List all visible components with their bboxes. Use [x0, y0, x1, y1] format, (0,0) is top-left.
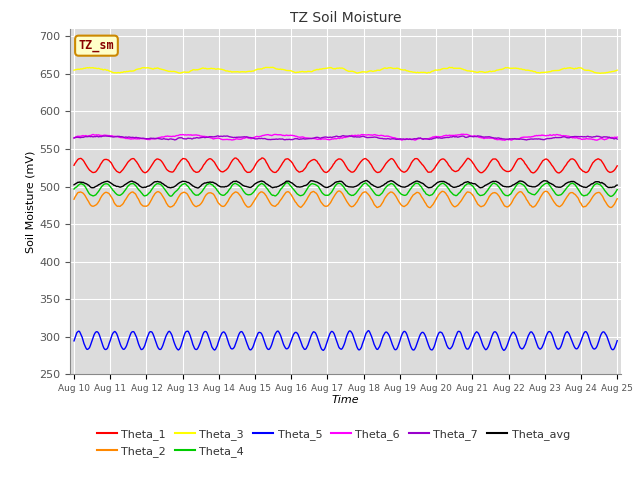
Theta_2	[435, 192, 442, 198]
Theta_5	[434, 333, 442, 338]
Theta_1	[317, 164, 324, 170]
Theta_avg	[166, 185, 174, 191]
Theta_1	[480, 168, 488, 174]
Line: Theta_3: Theta_3	[74, 67, 617, 73]
Theta_avg	[613, 182, 621, 188]
Theta_4	[391, 184, 399, 190]
Theta_2	[613, 196, 621, 202]
Theta_5	[365, 328, 372, 334]
Theta_7	[613, 136, 621, 142]
Theta_2	[426, 204, 433, 210]
Theta_avg	[193, 185, 201, 191]
Theta_5	[500, 348, 508, 353]
Theta_1	[210, 158, 218, 164]
Theta_6	[70, 135, 78, 141]
Theta_avg	[70, 182, 78, 188]
Theta_avg	[211, 180, 218, 186]
Theta_5	[316, 342, 324, 348]
Theta_7	[166, 136, 174, 142]
Theta_5	[166, 329, 174, 335]
Line: Theta_6: Theta_6	[74, 134, 617, 140]
Theta_4	[613, 187, 621, 192]
Theta_6	[390, 135, 398, 141]
Theta_avg	[392, 181, 400, 187]
Theta_6	[480, 136, 488, 142]
Theta_7	[70, 135, 78, 141]
Theta_5	[480, 345, 488, 350]
Theta_1	[391, 159, 399, 165]
Theta_2	[481, 202, 488, 207]
Theta_2	[166, 204, 174, 210]
X-axis label: Time: Time	[332, 395, 360, 405]
Theta_2	[391, 192, 399, 198]
Theta_4	[480, 192, 488, 198]
Theta_1	[556, 170, 563, 176]
Theta_5	[70, 338, 78, 344]
Theta_avg	[435, 179, 442, 185]
Theta_7	[339, 133, 347, 139]
Theta_1	[613, 163, 621, 169]
Text: TZ_sm: TZ_sm	[79, 39, 115, 52]
Theta_5	[391, 347, 399, 352]
Theta_4	[434, 184, 442, 190]
Theta_1	[259, 155, 266, 161]
Line: Theta_1: Theta_1	[74, 158, 617, 173]
Line: Theta_4: Theta_4	[74, 183, 617, 196]
Line: Theta_5: Theta_5	[74, 331, 617, 350]
Theta_7	[523, 137, 531, 143]
Theta_4	[70, 186, 78, 192]
Line: Theta_avg: Theta_avg	[74, 180, 617, 188]
Theta_3	[269, 64, 276, 70]
Theta_6	[210, 136, 218, 142]
Theta_avg	[481, 183, 488, 189]
Theta_3	[596, 71, 604, 76]
Theta_1	[166, 169, 174, 175]
Line: Theta_7: Theta_7	[74, 136, 617, 140]
Theta_6	[459, 132, 467, 137]
Theta_2	[316, 197, 324, 203]
Theta_avg	[363, 178, 371, 183]
Theta_3	[210, 66, 218, 72]
Theta_6	[166, 133, 174, 139]
Theta_7	[391, 136, 399, 142]
Theta_6	[316, 136, 324, 142]
Theta_6	[501, 137, 509, 143]
Theta_3	[613, 67, 621, 73]
Theta_7	[210, 134, 218, 140]
Theta_4	[607, 193, 614, 199]
Line: Theta_2: Theta_2	[74, 191, 617, 207]
Theta_4	[284, 180, 291, 186]
Theta_5	[613, 338, 621, 344]
Theta_7	[434, 135, 442, 141]
Legend: Theta_1, Theta_2, Theta_3, Theta_4, Theta_5, Theta_6, Theta_7, Theta_avg: Theta_1, Theta_2, Theta_3, Theta_4, Thet…	[92, 425, 574, 461]
Theta_2	[335, 188, 342, 194]
Theta_6	[613, 134, 621, 140]
Theta_7	[480, 134, 488, 140]
Theta_3	[70, 67, 78, 73]
Title: TZ Soil Moisture: TZ Soil Moisture	[290, 11, 401, 25]
Theta_4	[210, 184, 218, 190]
Theta_3	[317, 66, 324, 72]
Theta_3	[166, 68, 174, 74]
Theta_3	[434, 67, 442, 73]
Theta_2	[70, 196, 78, 202]
Theta_6	[433, 133, 440, 139]
Theta_1	[70, 162, 78, 168]
Theta_5	[210, 347, 218, 352]
Theta_7	[316, 135, 324, 141]
Theta_4	[317, 188, 324, 193]
Theta_3	[480, 70, 488, 75]
Y-axis label: Soil Moisture (mV): Soil Moisture (mV)	[26, 150, 35, 253]
Theta_3	[391, 65, 399, 71]
Theta_1	[434, 160, 442, 166]
Theta_2	[210, 192, 218, 197]
Theta_avg	[317, 181, 324, 187]
Theta_4	[166, 193, 174, 199]
